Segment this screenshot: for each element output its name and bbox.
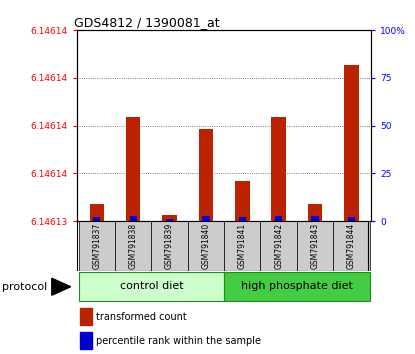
Bar xyxy=(115,221,151,271)
Bar xyxy=(80,332,91,349)
Text: GSM791837: GSM791837 xyxy=(92,223,101,269)
Text: GSM791841: GSM791841 xyxy=(238,223,247,269)
Text: GSM791839: GSM791839 xyxy=(165,223,174,269)
Text: high phosphate diet: high phosphate diet xyxy=(241,281,353,291)
Bar xyxy=(261,221,297,271)
Text: GSM791840: GSM791840 xyxy=(201,223,210,269)
Bar xyxy=(297,221,333,271)
Bar xyxy=(202,216,210,221)
Bar xyxy=(90,204,104,221)
Text: GSM791842: GSM791842 xyxy=(274,223,283,269)
Bar xyxy=(275,216,282,221)
Bar xyxy=(271,117,286,221)
Bar xyxy=(129,216,137,221)
Bar xyxy=(151,221,188,271)
Text: GSM791843: GSM791843 xyxy=(310,223,320,269)
Text: control diet: control diet xyxy=(120,281,183,291)
Bar xyxy=(308,204,322,221)
Bar xyxy=(166,219,173,221)
Bar xyxy=(80,308,91,325)
Polygon shape xyxy=(52,278,71,295)
Bar xyxy=(126,117,140,221)
Bar xyxy=(162,216,177,221)
Text: GDS4812 / 1390081_at: GDS4812 / 1390081_at xyxy=(74,16,220,29)
Text: transformed count: transformed count xyxy=(96,312,187,321)
Text: percentile rank within the sample: percentile rank within the sample xyxy=(96,336,261,346)
Bar xyxy=(78,273,224,301)
Text: protocol: protocol xyxy=(2,282,47,292)
Bar xyxy=(348,217,355,221)
Bar xyxy=(311,216,319,221)
Bar xyxy=(199,129,213,221)
Bar xyxy=(235,181,249,221)
Bar xyxy=(93,217,100,221)
Bar xyxy=(344,65,359,221)
Bar xyxy=(239,217,246,221)
Bar xyxy=(224,273,370,301)
Bar xyxy=(78,221,115,271)
Bar xyxy=(188,221,224,271)
Text: GSM791844: GSM791844 xyxy=(347,223,356,269)
Text: GSM791838: GSM791838 xyxy=(129,223,138,269)
Bar xyxy=(333,221,370,271)
Bar xyxy=(224,221,261,271)
